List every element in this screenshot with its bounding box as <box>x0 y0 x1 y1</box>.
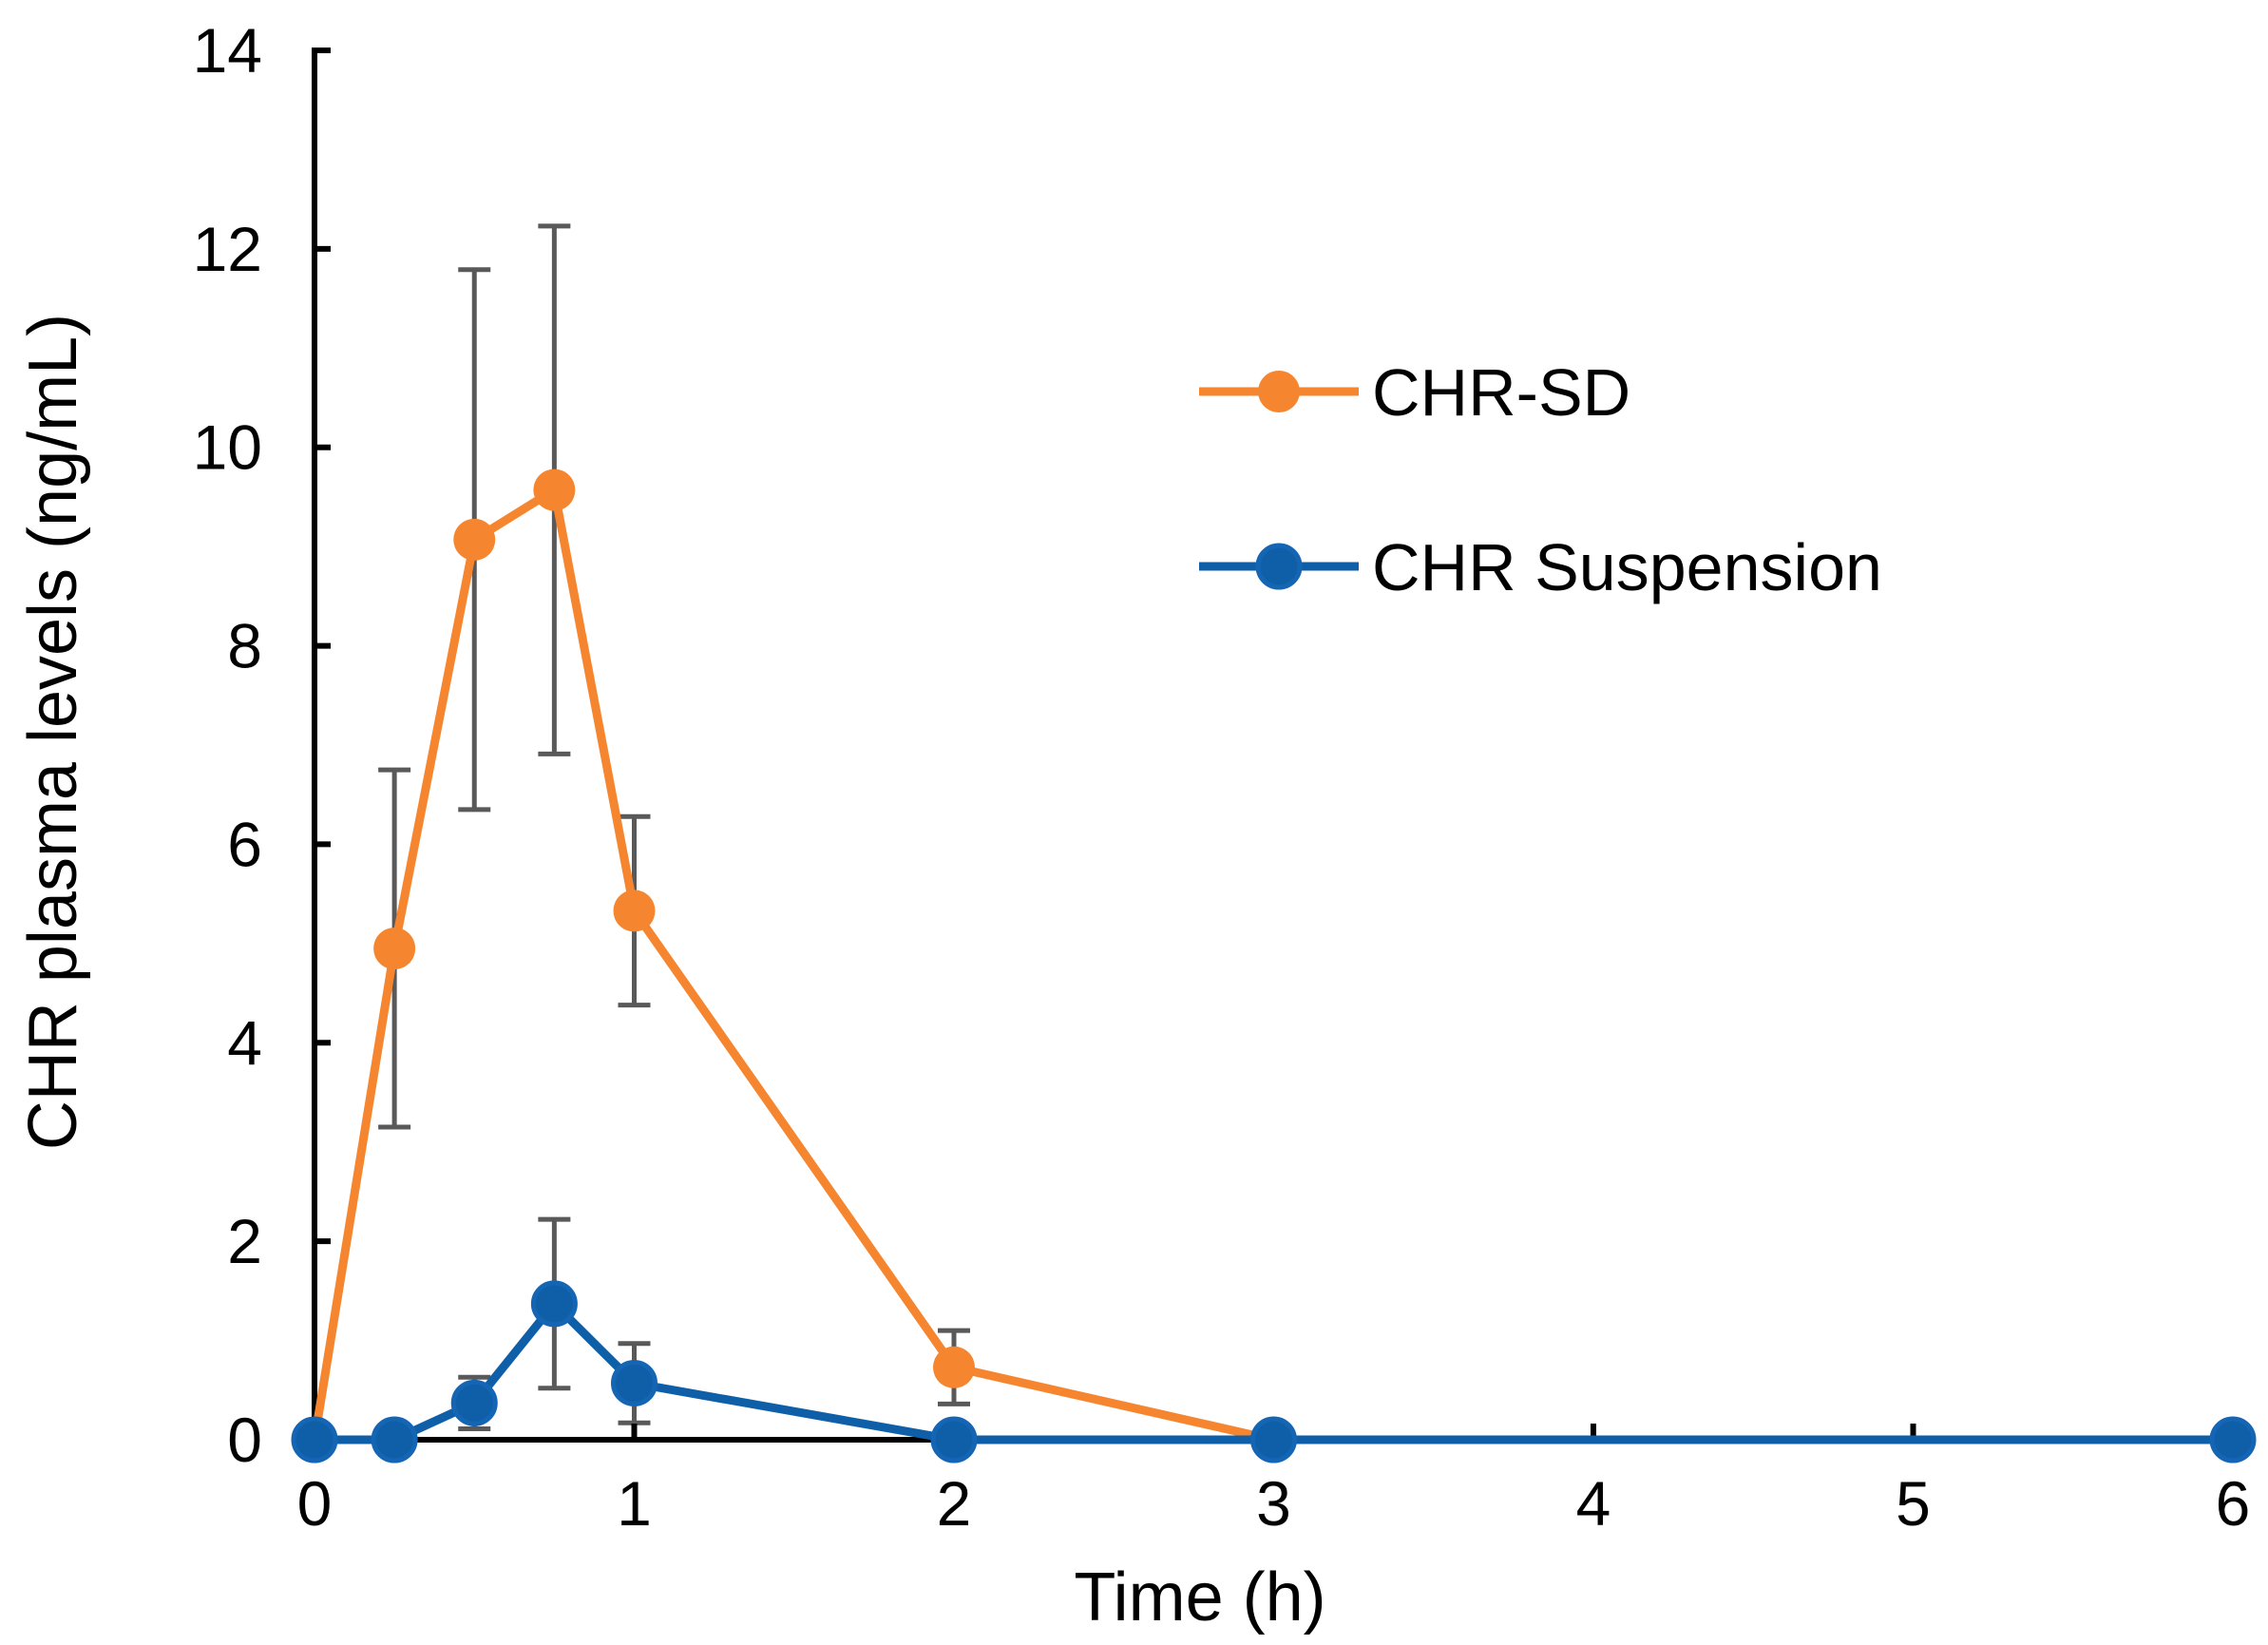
legend-marker <box>1258 371 1300 412</box>
legend-entry: CHR-SD <box>1199 355 1630 430</box>
x-tick-label: 3 <box>1256 1468 1291 1539</box>
data-point <box>2209 1416 2257 1463</box>
series-chr-sd <box>294 469 1295 1461</box>
data-point <box>530 1280 578 1328</box>
x-tick-label: 5 <box>1896 1468 1931 1539</box>
data-point <box>533 469 576 511</box>
y-tick-label: 14 <box>193 15 262 86</box>
x-tick-label: 2 <box>937 1468 972 1539</box>
y-tick-label: 12 <box>193 214 262 284</box>
data-point <box>613 889 656 932</box>
data-point <box>371 1416 418 1463</box>
data-point <box>930 1416 978 1463</box>
x-axis-title: Time (h) <box>1074 1559 1325 1635</box>
data-point <box>611 1359 658 1406</box>
y-axis-title: CHR plasma levels (ng/mL) <box>15 314 91 1150</box>
data-point <box>373 928 416 970</box>
y-tick-label: 8 <box>227 611 262 681</box>
x-tick-label: 0 <box>297 1468 333 1539</box>
data-point <box>291 1416 338 1463</box>
data-point <box>453 518 496 561</box>
legend-entry: CHR Suspension <box>1199 530 1882 604</box>
legend: CHR-SD CHR Suspension <box>1199 355 1882 604</box>
x-tick-label: 6 <box>2216 1468 2251 1539</box>
y-tick-label: 4 <box>227 1007 262 1078</box>
data-point <box>1250 1416 1297 1463</box>
data-point <box>933 1346 975 1388</box>
error-bars <box>378 223 970 1432</box>
legend-label: CHR-SD <box>1372 355 1630 430</box>
y-tick-label: 10 <box>193 412 262 483</box>
series-line <box>310 486 1275 1444</box>
y-tick-label: 6 <box>227 809 262 879</box>
x-tick-label: 4 <box>1576 1468 1611 1539</box>
y-tick-label: 0 <box>227 1405 262 1475</box>
series-layer <box>291 469 2257 1463</box>
y-tick-label: 2 <box>227 1206 262 1276</box>
legend-marker <box>1255 543 1303 590</box>
data-point <box>450 1379 498 1426</box>
x-tick-label: 1 <box>617 1468 652 1539</box>
series-chr-suspension <box>291 1280 2257 1463</box>
legend-label: CHR Suspension <box>1372 530 1882 604</box>
